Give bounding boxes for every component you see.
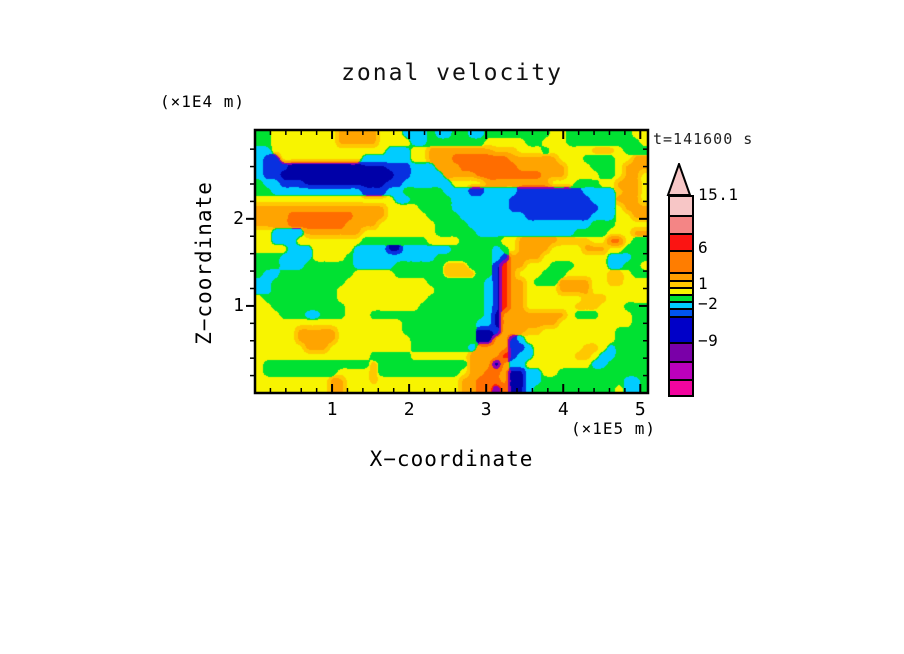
colorbar-segment — [670, 379, 692, 395]
colorbar-segment — [670, 250, 692, 272]
colorbar-tick-label: −9 — [698, 331, 719, 350]
colorbar-segment — [670, 361, 692, 379]
colorbar-segment — [670, 197, 692, 215]
colorbar-segment — [670, 233, 692, 250]
x-tick-label: 2 — [403, 399, 415, 420]
colorbar-segment — [670, 342, 692, 361]
colorbar-segment — [670, 280, 692, 287]
colorbar — [668, 195, 694, 397]
colorbar-tick-label: 6 — [698, 238, 709, 257]
z-tick-label: 2 — [233, 207, 244, 229]
plot-title: zonal velocity — [341, 60, 563, 86]
x-tick-label: 4 — [557, 399, 569, 420]
timestamp-label: t=141600 s — [653, 130, 754, 148]
colorbar-segment — [670, 301, 692, 308]
colorbar-segment — [670, 272, 692, 280]
colorbar-segment — [670, 287, 692, 294]
colorbar-segment — [670, 316, 692, 342]
x-tick-label: 1 — [326, 399, 338, 420]
colorbar-segment — [670, 294, 692, 301]
x-tick-label: 5 — [634, 399, 646, 420]
z-axis-unit-label: (×1E4 m) — [160, 92, 246, 111]
x-axis-unit-label: (×1E5 m) — [570, 419, 656, 438]
z-tick-label: 1 — [233, 294, 244, 316]
colorbar-tick-label: 1 — [698, 274, 709, 293]
colorbar-segment — [670, 308, 692, 316]
colorbar-arrow-tip — [666, 163, 692, 196]
colorbar-tick-label: −2 — [698, 294, 719, 313]
x-tick-label: 3 — [480, 399, 492, 420]
z-axis-title: Z−coordinate — [192, 181, 216, 345]
x-axis-title: X−coordinate — [369, 447, 534, 471]
colorbar-tick-label: 15.1 — [698, 185, 739, 204]
contour-heatmap — [255, 130, 648, 393]
colorbar-segment — [670, 215, 692, 233]
